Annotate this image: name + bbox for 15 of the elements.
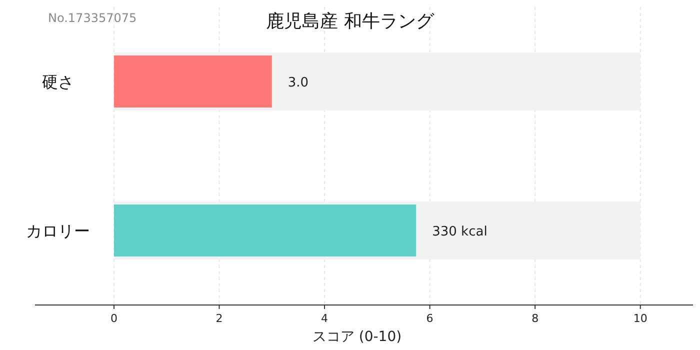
x-tick-label: 8 [532,312,539,325]
chart-title: 鹿児島産 和牛ラング [266,11,435,32]
x-tick-label: 6 [426,312,434,325]
annotation: 330 kcal [432,224,488,240]
bar [114,56,272,108]
bar [114,204,416,256]
data-label: 3.0 [288,76,309,90]
x-tick-label: 4 [321,312,328,325]
annotation: No.173357075 [48,11,137,25]
x-tick-label: 10 [633,312,648,325]
x-tick-label: 0 [110,312,118,325]
x-axis-title: スコア (0-10) [312,329,402,345]
y-tick-label: 硬さ [42,72,74,92]
x-tick-label: 2 [216,312,223,325]
y-tick-label: カロリー [26,222,90,240]
